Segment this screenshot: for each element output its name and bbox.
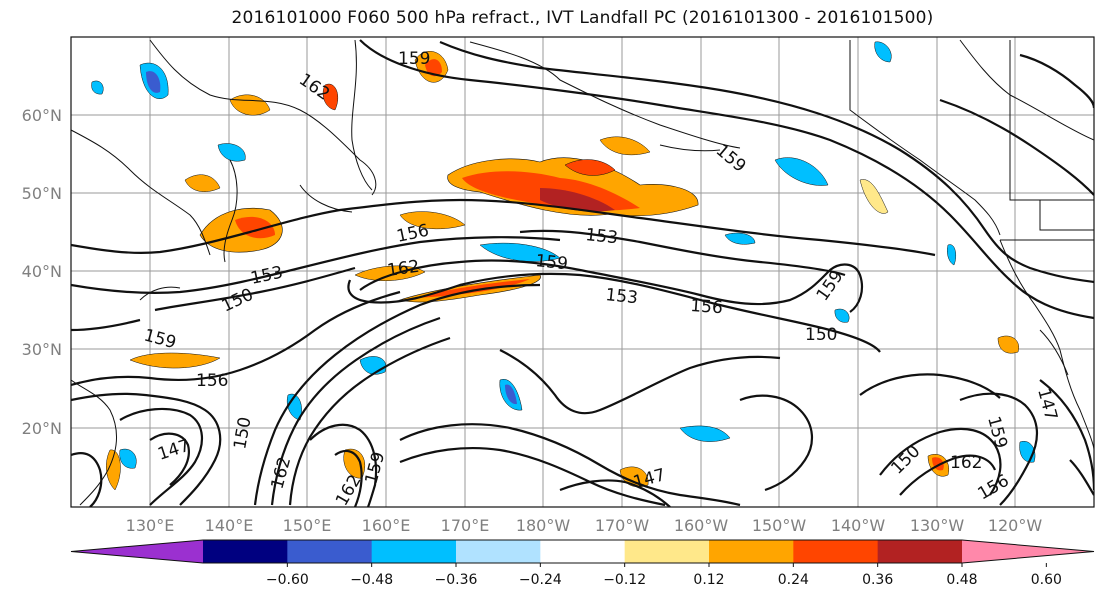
lon-label-180w: 180°W (516, 516, 571, 535)
contour-label: 156 (690, 296, 724, 318)
coastlines (71, 39, 1094, 506)
lon-label-160e: 160°E (362, 516, 411, 535)
contour-label: 159 (398, 49, 430, 69)
map-area (71, 37, 1094, 507)
colorbar-tick-label: −0.36 (435, 572, 478, 588)
colorbar-swatch (624, 540, 710, 563)
colorbar (70, 539, 1095, 564)
map-title: 2016101000 F060 500 hPa refract., IVT La… (231, 8, 934, 28)
lon-label-120w: 120°W (988, 516, 1043, 535)
colorbar-swatch (203, 540, 288, 563)
contour-label: 156 (196, 371, 228, 391)
map-border (70, 36, 1095, 508)
lat-label-60n: 60°N (22, 106, 62, 125)
contour-label: 153 (604, 285, 638, 308)
lon-label-170e: 170°E (441, 516, 490, 535)
latitude-labels: 60°N 50°N 40°N 30°N 20°N (22, 106, 62, 438)
colorbar-extend-high (962, 540, 1094, 563)
colorbar-swatch (456, 540, 541, 563)
lat-label-30n: 30°N (22, 340, 62, 359)
contour-label: 162 (950, 453, 982, 473)
colorbar-extend-low (71, 540, 203, 563)
colorbar-tick-label: 0.12 (693, 572, 724, 588)
colorbar-tick-label: 0.36 (862, 572, 893, 588)
lon-label-150e: 150°E (283, 516, 332, 535)
contour-label: 150 (805, 325, 837, 345)
colorbar-swatch (540, 540, 626, 563)
lon-label-150w: 150°W (752, 516, 807, 535)
colorbar-tick-label: 0.24 (778, 572, 809, 588)
colorbar-outline (70, 539, 1095, 564)
colorbar-tick-label: 0.48 (946, 572, 977, 588)
colorbar-swatch (877, 540, 963, 563)
contour-label: 162 (386, 257, 421, 281)
colorbar-tick-label: −0.48 (350, 572, 393, 588)
colorbar-tick-label: −0.24 (519, 572, 562, 588)
colorbar-tick-label: 0.60 (1031, 572, 1062, 588)
lat-label-40n: 40°N (22, 262, 62, 281)
refractivity-contours (71, 39, 1094, 507)
lon-label-160w: 160°W (674, 516, 729, 535)
colorbar-swatch (371, 540, 457, 563)
lat-label-50n: 50°N (22, 184, 62, 203)
longitude-labels: 130°E 140°E 150°E 160°E 170°E 180°W 170°… (126, 516, 1043, 535)
contour-label: 159 (534, 251, 568, 274)
lon-label-170w: 170°W (595, 516, 650, 535)
lat-label-20n: 20°N (22, 419, 62, 438)
lon-label-140w: 140°W (831, 516, 886, 535)
contour-label: 153 (584, 225, 618, 248)
colorbar-tick-label: −0.12 (603, 572, 646, 588)
colorbar-swatch (709, 540, 794, 563)
colorbar-tick-label: −0.60 (266, 572, 309, 588)
lon-label-130e: 130°E (126, 516, 175, 535)
lon-label-130w: 130°W (910, 516, 965, 535)
colorbar-swatch (287, 540, 373, 563)
colorbar-tick-labels: −0.60 −0.48 −0.36 −0.24 −0.12 0.12 0.24 0.36 0.4… (266, 563, 1062, 588)
colorbar-swatch (793, 540, 879, 563)
lon-label-140e: 140°E (205, 516, 254, 535)
